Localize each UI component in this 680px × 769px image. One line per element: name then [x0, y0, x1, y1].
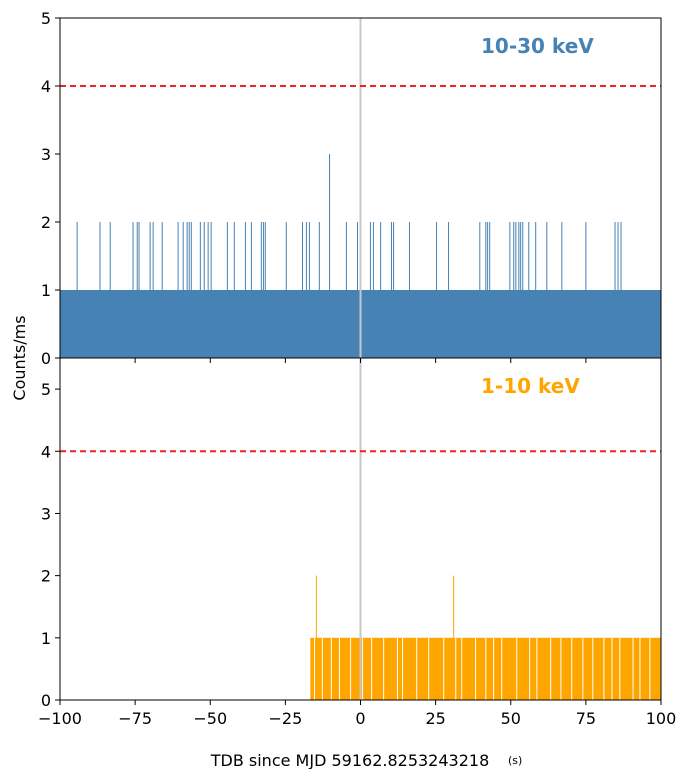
bottom-ytick-label-0: 0 — [41, 691, 51, 710]
top-ytick-label-3: 3 — [41, 145, 51, 164]
bottom-ytick-label-3: 3 — [41, 504, 51, 523]
xtick-label-3: −25 — [268, 709, 302, 728]
bottom-ytick-label-5: 5 — [41, 380, 51, 399]
bottom-ytick-label-2: 2 — [41, 567, 51, 586]
xtick-label-7: 75 — [576, 709, 596, 728]
top-ytick-label-4: 4 — [41, 77, 51, 96]
xtick-label-0: −100 — [38, 709, 82, 728]
y-axis-label: Counts/ms — [10, 315, 29, 400]
bottom-annotation: 1-10 keV — [481, 374, 580, 398]
xtick-label-6: 50 — [501, 709, 521, 728]
x-axis-label: TDB since MJD 59162.8253243218 — [210, 751, 490, 769]
top-annotation: 10-30 keV — [481, 34, 594, 58]
top-ytick-label-1: 1 — [41, 281, 51, 300]
x-axis-unit: (s) — [508, 754, 522, 767]
x-axis: −100 −75 −50 −25 0 25 50 75 100 — [38, 358, 676, 728]
xtick-label-2: −50 — [193, 709, 227, 728]
top-ytick-label-5: 5 — [41, 9, 51, 28]
xtick-label-5: 25 — [425, 709, 445, 728]
top-ytick-label-0: 0 — [41, 349, 51, 368]
top-ytick-label-2: 2 — [41, 213, 51, 232]
xtick-label-4: 0 — [355, 709, 365, 728]
bottom-ytick-label-4: 4 — [41, 442, 51, 461]
bottom-ytick-label-1: 1 — [41, 629, 51, 648]
panel-top: 0 1 2 3 4 5 10-30 keV — [41, 9, 662, 368]
panel-bottom: 0 1 2 3 4 5 1-10 keV — [41, 357, 662, 710]
xtick-label-1: −75 — [118, 709, 152, 728]
xtick-label-8: 100 — [646, 709, 677, 728]
